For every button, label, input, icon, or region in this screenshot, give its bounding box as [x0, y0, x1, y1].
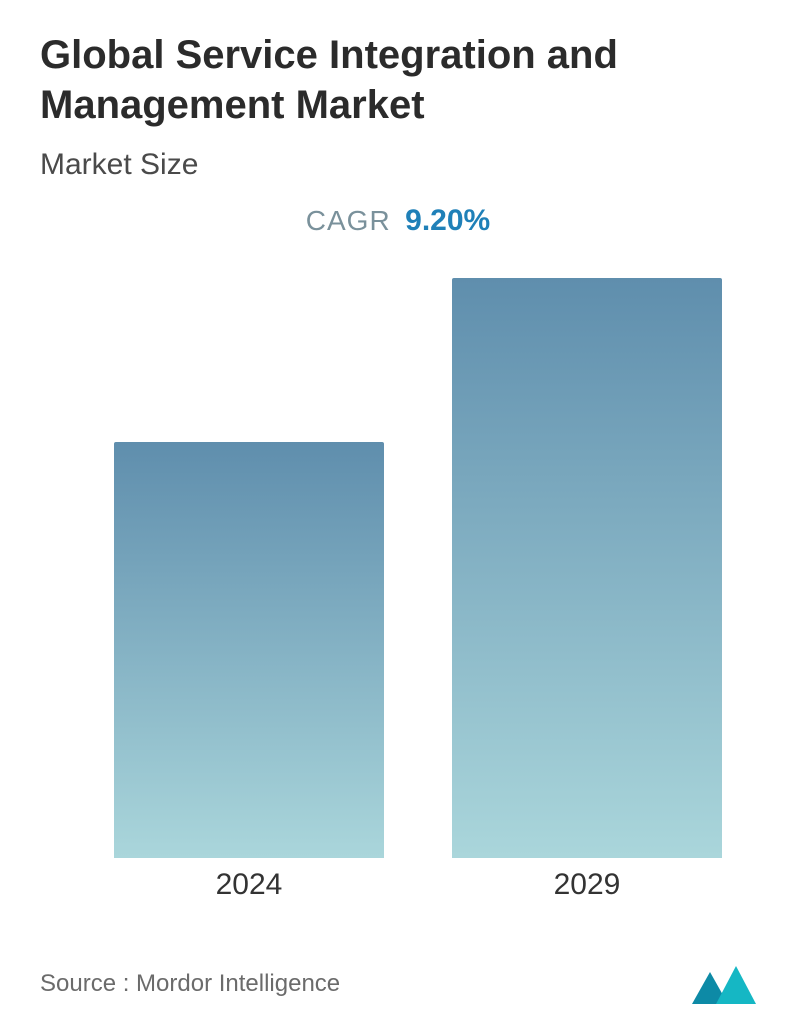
- bar-2024: [114, 442, 384, 858]
- cagr-row: CAGR 9.20%: [40, 204, 756, 238]
- chart-title: Global Service Integration and Managemen…: [40, 30, 756, 130]
- market-chart-card: Global Service Integration and Managemen…: [0, 0, 796, 1034]
- cagr-label: CAGR: [306, 205, 391, 237]
- logo-triangle-right: [716, 966, 756, 1004]
- chart-area: 2024 2029: [40, 278, 756, 918]
- x-label-2029: 2029: [452, 868, 722, 902]
- cagr-value: 9.20%: [405, 204, 490, 238]
- chart-subtitle: Market Size: [40, 148, 756, 182]
- x-label-2024: 2024: [114, 868, 384, 902]
- chart-footer: Source : Mordor Intelligence: [40, 964, 756, 1004]
- brand-logo-icon: [692, 964, 756, 1004]
- bar-2029: [452, 278, 722, 858]
- source-attribution: Source : Mordor Intelligence: [40, 970, 340, 998]
- bars-container: [80, 278, 756, 858]
- x-axis-labels: 2024 2029: [80, 868, 756, 918]
